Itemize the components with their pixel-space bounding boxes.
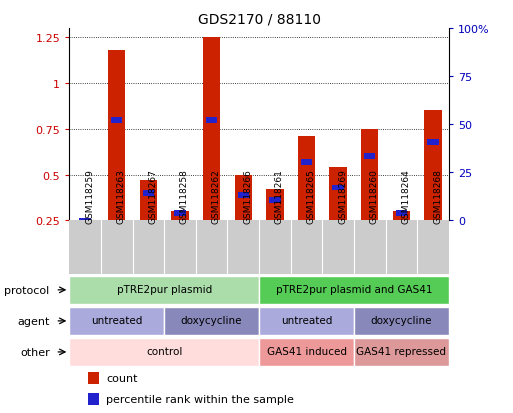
Bar <box>238 192 249 198</box>
Text: protocol: protocol <box>5 285 50 295</box>
Bar <box>364 154 376 160</box>
Text: GSM118268: GSM118268 <box>433 169 442 224</box>
Bar <box>424 111 442 221</box>
Bar <box>69 276 259 304</box>
Text: GSM118266: GSM118266 <box>243 169 252 224</box>
Text: GSM118262: GSM118262 <box>211 169 221 224</box>
Bar <box>361 130 379 221</box>
Bar <box>427 139 439 145</box>
Bar <box>259 276 449 304</box>
Text: GSM118261: GSM118261 <box>275 169 284 224</box>
Bar <box>301 159 312 165</box>
Text: doxycycline: doxycycline <box>371 316 432 325</box>
Text: GSM118260: GSM118260 <box>370 169 379 224</box>
Bar <box>88 393 99 405</box>
Text: pTRE2pur plasmid and GAS41: pTRE2pur plasmid and GAS41 <box>275 285 432 294</box>
Bar <box>269 198 281 204</box>
Bar <box>171 212 189 221</box>
Bar <box>88 373 99 384</box>
Text: count: count <box>107 373 138 383</box>
Bar <box>164 307 259 335</box>
Text: GSM118267: GSM118267 <box>148 169 157 224</box>
Bar <box>80 218 91 224</box>
Text: untreated: untreated <box>281 316 332 325</box>
Text: GSM118269: GSM118269 <box>338 169 347 224</box>
Text: control: control <box>146 347 182 356</box>
Bar <box>174 211 186 216</box>
Title: GDS2170 / 88110: GDS2170 / 88110 <box>198 12 321 26</box>
Text: other: other <box>20 347 50 357</box>
Text: agent: agent <box>17 316 50 326</box>
Bar <box>393 212 410 221</box>
Bar <box>69 307 164 335</box>
Text: GSM118264: GSM118264 <box>401 169 410 224</box>
Bar <box>298 137 315 221</box>
Bar <box>203 38 220 221</box>
Bar <box>69 338 259 366</box>
Text: doxycycline: doxycycline <box>181 316 242 325</box>
Bar <box>354 338 449 366</box>
Bar <box>108 51 125 221</box>
Bar <box>266 190 284 221</box>
Text: GAS41 repressed: GAS41 repressed <box>357 347 446 356</box>
Bar <box>332 185 344 191</box>
Bar <box>143 190 154 197</box>
Bar <box>259 338 354 366</box>
Text: GSM118259: GSM118259 <box>85 169 94 224</box>
Text: GAS41 induced: GAS41 induced <box>267 347 346 356</box>
Bar <box>111 117 123 123</box>
Bar <box>234 175 252 221</box>
Bar <box>259 307 354 335</box>
Text: percentile rank within the sample: percentile rank within the sample <box>107 394 294 404</box>
Bar <box>329 168 347 221</box>
Bar <box>140 181 157 221</box>
Text: GSM118265: GSM118265 <box>306 169 315 224</box>
Text: GSM118258: GSM118258 <box>180 169 189 224</box>
Text: untreated: untreated <box>91 316 143 325</box>
Bar <box>206 117 218 123</box>
Text: GSM118263: GSM118263 <box>117 169 126 224</box>
Text: pTRE2pur plasmid: pTRE2pur plasmid <box>116 285 212 294</box>
Bar <box>354 307 449 335</box>
Bar <box>396 211 407 216</box>
